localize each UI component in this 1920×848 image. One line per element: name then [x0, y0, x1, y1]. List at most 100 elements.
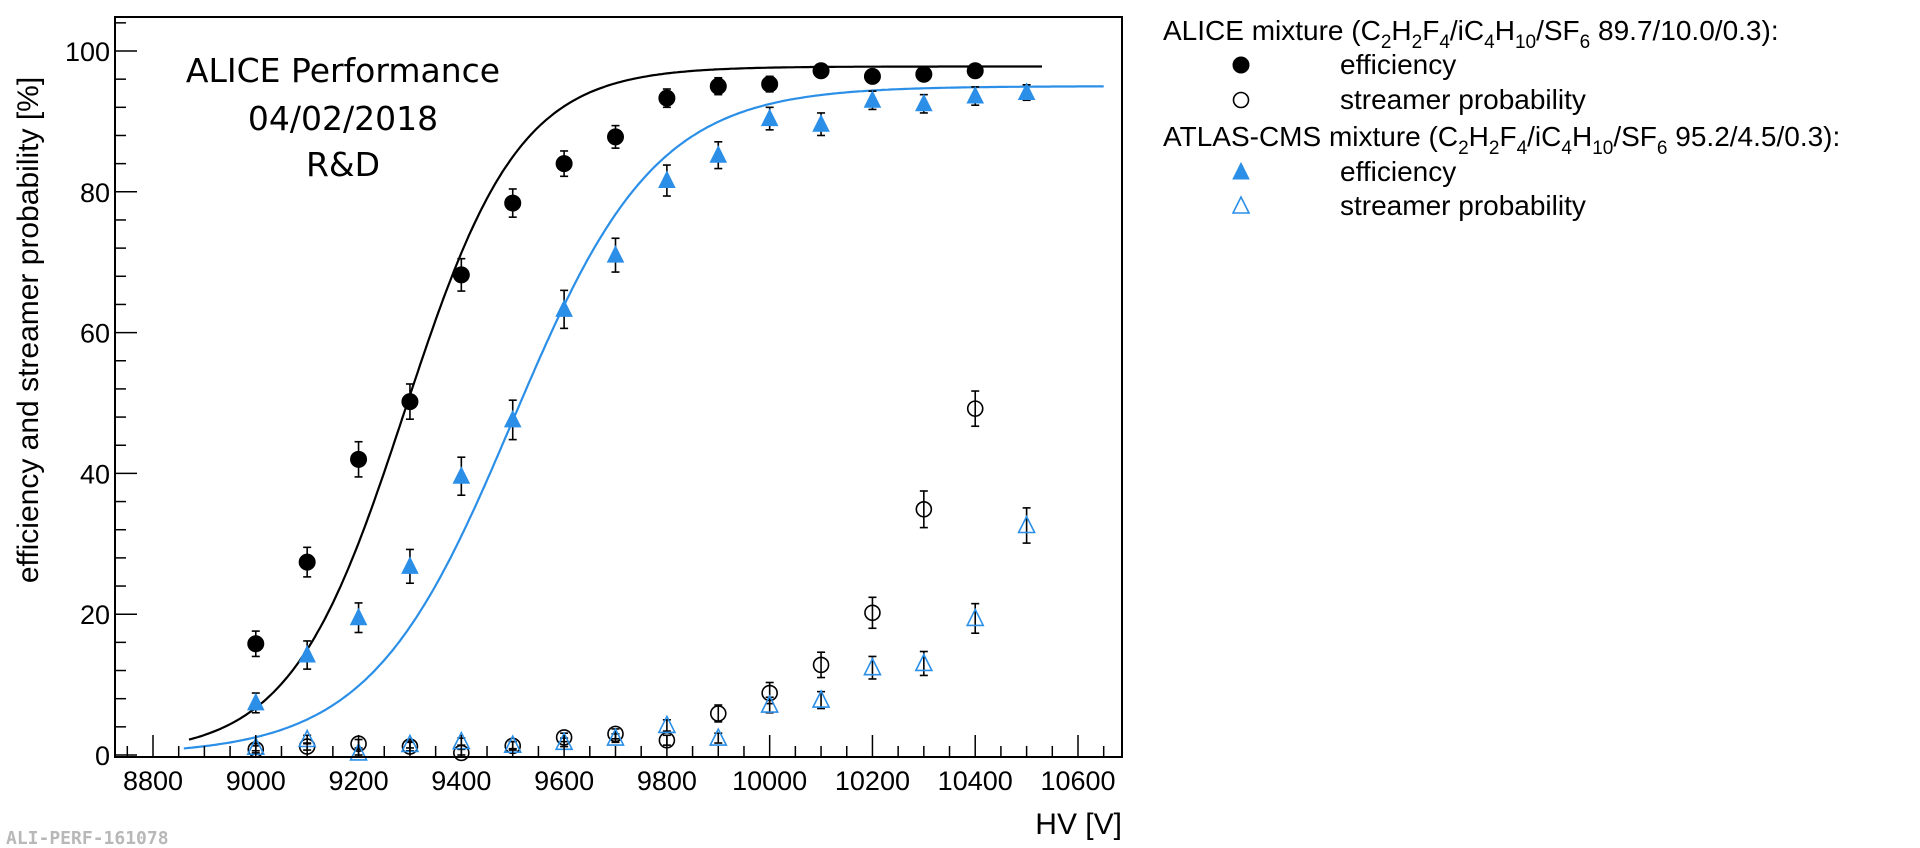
legend-title-part: H	[1469, 121, 1489, 152]
data-point	[658, 170, 676, 189]
legend-title-part: /iC	[1450, 15, 1484, 46]
x-tick-label: 10000	[732, 766, 807, 796]
data-point	[863, 67, 881, 85]
y-tick-label: 80	[80, 178, 110, 208]
data-point	[812, 656, 830, 674]
data-point	[1017, 514, 1036, 534]
legend: ALICE mixture (C2H2F4/iC4H10/SF6 89.7/10…	[1163, 15, 1840, 221]
legend-title-part: /SF	[1536, 15, 1580, 46]
y-tick-label: 60	[80, 319, 110, 349]
x-tick-label: 10600	[1040, 766, 1115, 796]
data-point	[760, 694, 779, 713]
data-point	[1017, 82, 1036, 101]
x-tick-label: 9800	[637, 766, 697, 796]
data-point	[246, 692, 265, 711]
data-point	[401, 556, 419, 574]
y-tick-label: 20	[80, 600, 110, 630]
data-point	[863, 90, 882, 108]
data-point	[761, 684, 778, 702]
data-point	[606, 245, 625, 263]
plot-frame	[114, 16, 1123, 758]
x-tick-label: 10200	[835, 766, 910, 796]
legend-title-subscript: 2	[1412, 32, 1423, 53]
legend-entry-label: streamer probability	[1340, 84, 1586, 115]
data-point	[709, 145, 728, 163]
data-point	[708, 727, 728, 746]
data-point	[658, 89, 676, 107]
legend-title-part: 95.2/4.5/0.3):	[1667, 121, 1840, 152]
legend-entry-label: streamer probability	[1340, 190, 1586, 221]
y-tick-label: 0	[95, 741, 110, 771]
legend-entry-label: efficiency	[1340, 49, 1456, 80]
data-point	[915, 501, 933, 518]
y-axis-title: efficiency and streamer probability [%]	[12, 77, 45, 583]
legend-marker	[1232, 56, 1250, 74]
x-tick-label: 9000	[226, 766, 286, 796]
legend-title-part: ALICE mixture (C	[1163, 15, 1381, 46]
data-point	[966, 62, 984, 80]
fit-curve	[188, 65, 1042, 741]
data-point	[452, 266, 470, 284]
data-point	[709, 705, 727, 722]
legend-title-subscript: 6	[1580, 32, 1591, 53]
data-point	[298, 644, 316, 663]
data-point	[657, 714, 677, 734]
data-point	[606, 727, 625, 746]
data-point	[349, 742, 368, 761]
data-point	[607, 725, 624, 743]
data-point	[349, 607, 368, 626]
legend-title-part: H	[1391, 15, 1411, 46]
x-tick-label: 9200	[329, 766, 389, 796]
data-points	[246, 62, 1036, 762]
legend-title-subscript: 2	[1458, 138, 1469, 159]
legend-title-part: ATLAS-CMS mixture (C	[1163, 121, 1458, 152]
error-bar	[971, 390, 980, 428]
legend-title-subscript: 2	[1381, 32, 1392, 53]
y-tick-label: 100	[65, 37, 110, 67]
error-bar	[919, 490, 928, 529]
data-point	[914, 652, 934, 672]
data-point	[298, 553, 316, 571]
legend-title-subscript: 2	[1489, 138, 1500, 159]
x-tick-label: 10400	[938, 766, 1013, 796]
data-point	[607, 128, 624, 146]
data-point	[760, 108, 779, 127]
data-point	[811, 689, 831, 708]
legend-title-subscript: 10	[1592, 138, 1613, 159]
data-point	[863, 656, 882, 676]
x-tick-label: 8800	[123, 766, 183, 796]
error-bar	[817, 690, 826, 710]
legend-title-subscript: 10	[1515, 32, 1536, 53]
legend-group-title: ATLAS-CMS mixture (C2H2F4/iC4H10/SF6 95.…	[1163, 121, 1840, 159]
legend-title-subscript: 4	[1517, 138, 1528, 159]
data-point	[965, 607, 985, 627]
legend-title-part: H	[1495, 15, 1515, 46]
legend-title-part: /SF	[1613, 121, 1657, 152]
error-bar	[662, 718, 671, 732]
fit-curve	[183, 85, 1104, 750]
data-point	[452, 466, 471, 484]
error-bar	[817, 651, 826, 679]
legend-title-part: 89.7/10.0/0.3):	[1590, 15, 1778, 46]
data-point	[401, 393, 419, 411]
perf-label-line3: R&D	[306, 145, 380, 184]
legend-title-part: F	[1422, 15, 1439, 46]
data-point	[247, 635, 265, 653]
data-point	[915, 93, 933, 112]
data-point	[966, 85, 985, 104]
x-tick-label: 9600	[534, 766, 594, 796]
data-point	[555, 155, 573, 173]
legend-marker	[1231, 195, 1251, 214]
data-point	[812, 114, 830, 132]
x-axis-title: HV [V]	[1035, 808, 1122, 841]
legend-title-subscript: 4	[1484, 32, 1495, 53]
data-point	[864, 604, 881, 622]
legend-title-part: F	[1499, 121, 1516, 152]
data-point	[350, 450, 368, 468]
legend-title-subscript: 6	[1657, 138, 1668, 159]
error-bar	[868, 596, 877, 630]
data-point	[915, 65, 933, 83]
data-point	[504, 194, 522, 212]
error-bar	[1022, 507, 1031, 544]
